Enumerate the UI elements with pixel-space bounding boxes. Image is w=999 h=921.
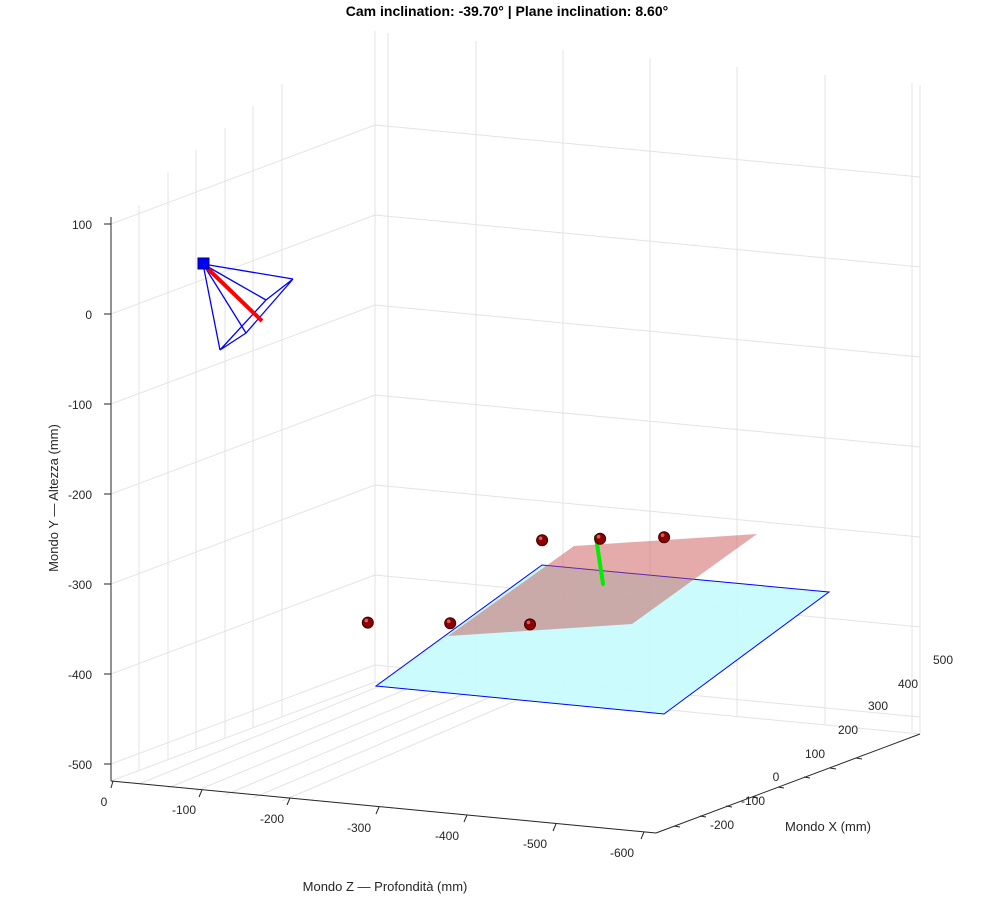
- data-point: [594, 532, 607, 545]
- z-tick-label: -500: [523, 837, 547, 851]
- z-axis-label: Mondo Z — Profondità (mm): [303, 879, 468, 894]
- y-tick-label: 0: [85, 308, 92, 322]
- x-tick-label: -200: [710, 818, 734, 832]
- x-axis-label: Mondo X (mm): [785, 819, 871, 834]
- data-point-highlight: [660, 533, 665, 537]
- x-tick-label: 0: [773, 770, 780, 784]
- grid-left-wall-z: [110, 31, 376, 781]
- data-point-highlight: [364, 618, 369, 623]
- z-tick-label: -600: [610, 846, 634, 860]
- y-tick-label: -500: [68, 758, 92, 772]
- camera-frustum: [202, 263, 294, 351]
- data-point-highlight: [538, 536, 543, 541]
- data-point: [658, 531, 671, 544]
- grid-floor: [110, 681, 921, 834]
- z-tick-label: 0: [101, 795, 108, 809]
- y-axis-label: Mondo Y — Altezza (mm): [46, 424, 61, 572]
- x-tick-label: 200: [838, 723, 858, 737]
- z-tick-label: -400: [435, 829, 459, 843]
- z-tick-label: -200: [260, 812, 284, 826]
- x-tick-label: 500: [933, 653, 953, 667]
- z-tick-label: -300: [347, 821, 371, 835]
- data-point: [444, 617, 457, 630]
- y-tick-label: 100: [72, 218, 92, 232]
- x-tick-label: -100: [741, 794, 765, 808]
- plane-normal: [594, 535, 605, 586]
- x-tick-label: 400: [898, 677, 918, 691]
- data-point-highlight: [596, 534, 601, 539]
- y-tick-label: -300: [68, 578, 92, 592]
- z-axis-ticks: 0 -100 -200 -300 -400 -500 -600: [101, 780, 645, 860]
- data-point-highlight: [526, 620, 531, 625]
- y-tick-label: -400: [68, 668, 92, 682]
- z-tick-label: -100: [172, 803, 196, 817]
- camera-center-marker: [197, 257, 210, 270]
- camera-optical-axis: [203, 264, 264, 323]
- y-axis-ticks: 100 0 -100 -200 -300 -400 -500: [68, 218, 111, 772]
- x-axis-ticks: -200 -100 0 100 200 300 400 500: [673, 653, 953, 832]
- y-tick-label: -100: [68, 398, 92, 412]
- chart-title: Cam inclination: -39.70° | Plane inclina…: [346, 3, 668, 19]
- data-point-highlight: [446, 619, 451, 624]
- data-point: [536, 534, 549, 547]
- x-tick-label: 100: [805, 747, 825, 761]
- point-series: [361, 531, 671, 631]
- reference-plane: [374, 564, 831, 715]
- data-point: [524, 618, 536, 631]
- y-tick-label: -200: [68, 488, 92, 502]
- x-tick-label: 300: [868, 699, 888, 713]
- data-point: [361, 616, 374, 629]
